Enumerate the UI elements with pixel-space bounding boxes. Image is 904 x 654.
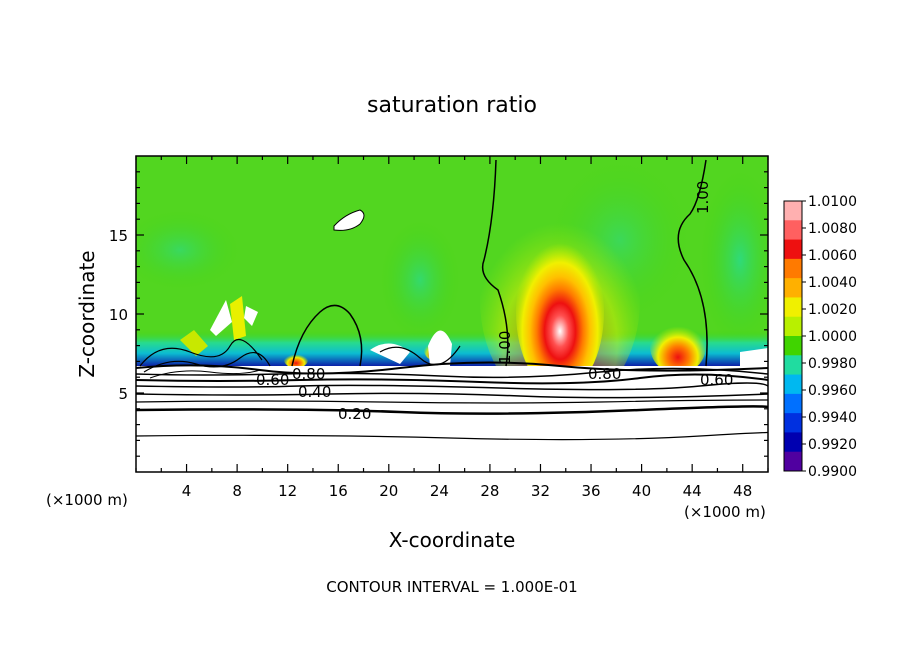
y-tick-label: 5 <box>118 385 128 403</box>
contour-label: 0.80 <box>588 365 621 383</box>
colorbar-label: 0.9980 <box>808 356 857 372</box>
x-tick-label: 44 <box>683 482 702 500</box>
contour-label: 0.60 <box>700 371 733 389</box>
colorbar-swatch <box>784 201 802 221</box>
colorbar-swatch <box>784 336 802 356</box>
contour-label: 1.00 <box>694 181 712 214</box>
y-axis: 5 10 15 <box>109 171 768 457</box>
contour-interval-note: CONTOUR INTERVAL = 1.000E-01 <box>326 578 577 596</box>
colorbar-label: 1.0080 <box>808 221 857 237</box>
colorbar-swatch <box>784 316 802 337</box>
x-tick-label: 24 <box>430 482 449 500</box>
y-axis-label: Z-coordinate <box>75 250 99 377</box>
colorbar-swatch <box>784 239 802 260</box>
colorbar-swatch <box>784 297 802 318</box>
contour-label: 0.60 <box>256 371 289 389</box>
plot-field <box>136 156 768 472</box>
x-tick-label: 32 <box>531 482 550 500</box>
x-tick-label: 20 <box>379 482 398 500</box>
colorbar-label: 0.9960 <box>808 383 857 399</box>
x-unit-label-left: (×1000 m) <box>46 491 128 509</box>
x-tick-label: 12 <box>278 482 297 500</box>
y-tick-label: 10 <box>109 306 128 324</box>
colorbar-swatch <box>784 355 802 376</box>
contour-label: 0.80 <box>292 365 325 383</box>
colorbar-swatch <box>784 393 802 414</box>
colorbar-swatch <box>784 451 802 472</box>
x-tick-label: 40 <box>632 482 651 500</box>
colorbar-swatch <box>784 432 802 453</box>
x-tick-label: 36 <box>581 482 600 500</box>
colorbar: 1.0100 1.0080 1.0060 1.0040 1.0020 1.0000 0.99… <box>783 194 857 480</box>
colorbar-label: 0.9920 <box>808 437 857 453</box>
contour-lines <box>136 159 768 441</box>
colorbar-label: 1.0020 <box>808 302 857 318</box>
contour-label: 0.40 <box>298 383 331 401</box>
x-tick-label: 4 <box>182 482 192 500</box>
x-axis-label: X-coordinate <box>389 528 516 552</box>
contour-label-group: 0.20 0.40 0.60 0.80 0.80 0.60 1.00 1.00 <box>256 181 733 423</box>
contour-label: 1.00 <box>496 331 514 364</box>
colorbar-label: 1.0040 <box>808 275 857 291</box>
y-tick-label: 15 <box>109 227 128 245</box>
colorbar-label: 1.0100 <box>808 194 857 210</box>
colorbar-label: 0.9900 <box>808 464 857 480</box>
colorbar-swatch <box>784 278 802 298</box>
x-tick-label: 48 <box>733 482 752 500</box>
colorbar-swatch <box>784 413 802 433</box>
colorbar-swatch <box>784 374 802 395</box>
colorbar-label: 1.0060 <box>808 248 857 264</box>
contour-label: 0.20 <box>338 405 371 423</box>
x-axis: 4 8 12 16 20 24 28 32 36 40 44 48 <box>135 156 769 500</box>
colorbar-swatch <box>784 220 802 241</box>
x-tick-label: 8 <box>232 482 242 500</box>
colorbar-label: 1.0000 <box>808 329 857 345</box>
x-unit-label-right: (×1000 m) <box>684 503 766 521</box>
x-tick-label: 28 <box>480 482 499 500</box>
colorbar-label: 0.9940 <box>808 410 857 426</box>
chart-title: saturation ratio <box>367 93 537 118</box>
x-tick-label: 16 <box>329 482 348 500</box>
colorbar-swatch <box>784 258 802 279</box>
